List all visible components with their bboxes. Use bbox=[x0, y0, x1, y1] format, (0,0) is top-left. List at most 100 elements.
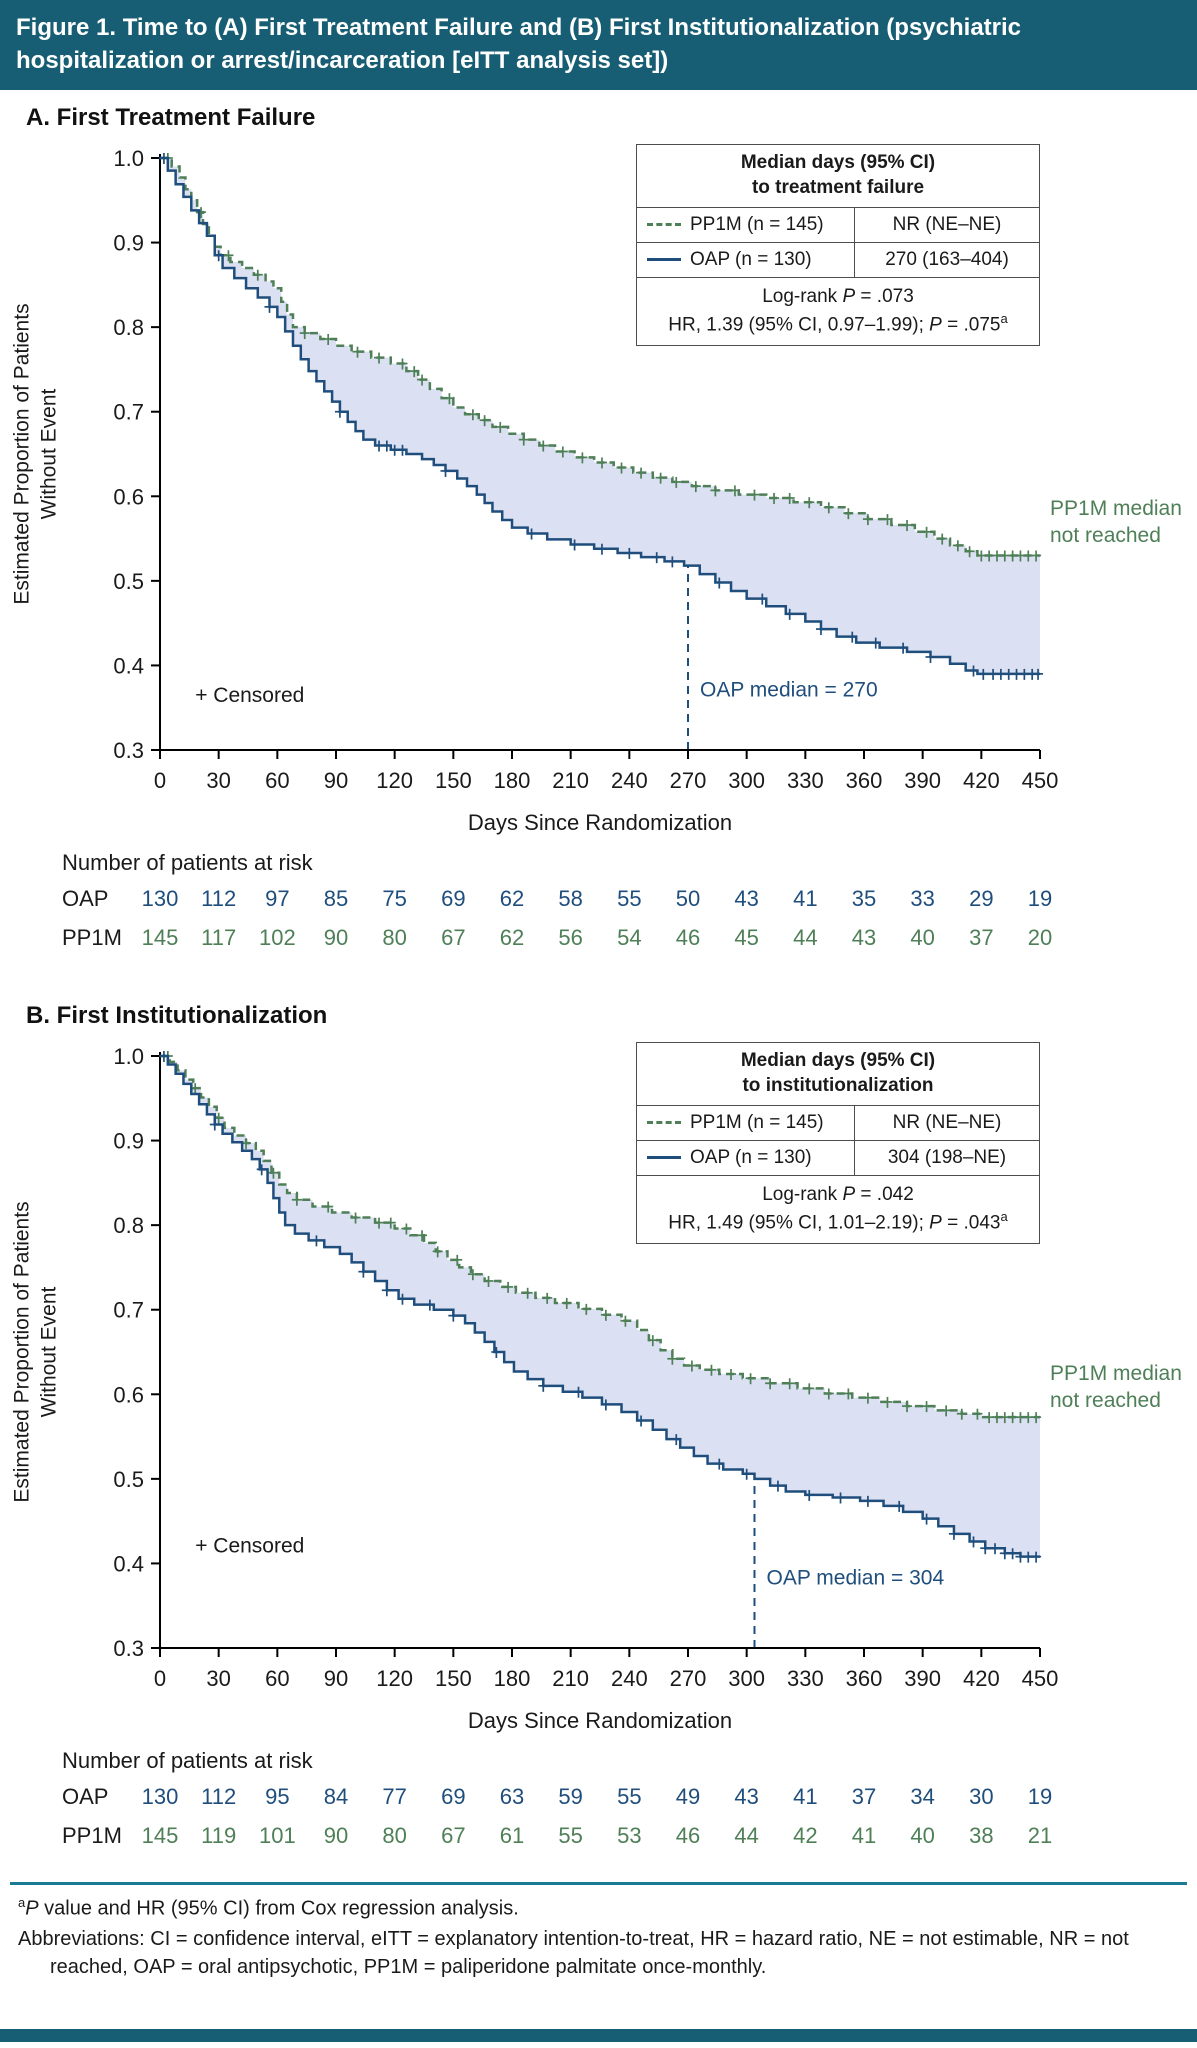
risk-count: 90 bbox=[323, 925, 349, 951]
risk-count: 54 bbox=[617, 925, 642, 951]
risk-count: 130 bbox=[141, 1784, 179, 1810]
risk-count: 43 bbox=[734, 886, 759, 912]
risk-count: 38 bbox=[969, 1823, 994, 1849]
x-axis-title-a: Days Since Randomization bbox=[467, 810, 733, 836]
y-tick-label: 0.6 bbox=[113, 1383, 144, 1408]
risk-table-title: Number of patients at risk bbox=[62, 850, 313, 876]
footnote-marker: a bbox=[18, 1895, 26, 1911]
oap-legend-label: OAP (n = 130) bbox=[690, 1146, 812, 1168]
x-axis-title-b: Days Since Randomization bbox=[467, 1708, 733, 1734]
panel-b: B. First Institutionalization 1.0 0.9 0.8 0… bbox=[0, 1002, 1197, 1866]
risk-count: 63 bbox=[499, 1784, 525, 1810]
oap-line-swatch bbox=[647, 258, 681, 262]
risk-count: 119 bbox=[201, 1823, 237, 1849]
panel-a: A. First Treatment Failure 1.0 0.9 0.8 0.7 0… bbox=[0, 104, 1197, 968]
y-tick-label: 0.7 bbox=[113, 1298, 144, 1323]
pp1m-legend-label: PP1M (n = 145) bbox=[690, 213, 824, 235]
risk-count: 40 bbox=[910, 1823, 935, 1849]
oap-median-label: OAP median = 270 bbox=[700, 679, 878, 702]
x-tick-label: 330 bbox=[787, 768, 824, 793]
risk-row-pp1m: PP1M 145 117 102 90 80 67 62 56 54 46 45 44 43 40 37 20 bbox=[0, 925, 1197, 964]
abbreviations: Abbreviations: CI = confidence interval,… bbox=[18, 1927, 1129, 1978]
risk-count: 58 bbox=[558, 886, 583, 912]
risk-count: 53 bbox=[617, 1823, 642, 1849]
risk-count: 42 bbox=[793, 1823, 818, 1849]
panel-b-title: B. First Institutionalization bbox=[26, 1002, 328, 1030]
risk-count: 37 bbox=[851, 1784, 877, 1810]
footnote-divider bbox=[10, 1882, 1187, 1886]
x-tick-label: 390 bbox=[904, 1666, 941, 1691]
risk-count: 43 bbox=[851, 925, 877, 951]
risk-count: 97 bbox=[265, 886, 290, 912]
x-tick-label: 450 bbox=[1022, 768, 1059, 793]
x-tick-label: 450 bbox=[1022, 1666, 1059, 1691]
risk-count: 29 bbox=[969, 886, 994, 912]
pp1m-median-annotation: PP1M median not reached bbox=[1050, 1362, 1182, 1412]
x-tick-label: 270 bbox=[670, 768, 707, 793]
pp1m-median-value: NR (NE–NE) bbox=[892, 213, 1002, 235]
risk-row-pp1m: PP1M 145 119 101 90 80 67 61 55 53 46 44 42 41 40 38 21 bbox=[0, 1823, 1197, 1862]
y-tick-label: 0.8 bbox=[113, 315, 144, 340]
risk-count: 44 bbox=[734, 1823, 759, 1849]
y-axis-title-line1: Estimated Proportion of Patients bbox=[10, 1201, 34, 1503]
risk-count: 41 bbox=[793, 1784, 818, 1810]
x-tick-label: 90 bbox=[324, 768, 348, 793]
risk-count: 49 bbox=[675, 1784, 701, 1810]
risk-count: 46 bbox=[675, 925, 701, 951]
risk-count: 20 bbox=[1027, 925, 1053, 951]
x-tick-label: 330 bbox=[787, 1666, 824, 1691]
stats-header-line1: Median days (95% CI) bbox=[740, 152, 936, 174]
pp1m-median-annotation: PP1M median not reached bbox=[1050, 497, 1182, 547]
y-tick-label: 0.6 bbox=[113, 485, 144, 510]
risk-count: 130 bbox=[141, 886, 179, 912]
p-italic: P bbox=[842, 285, 856, 307]
risk-count: 112 bbox=[201, 1784, 237, 1810]
x-tick-label: 300 bbox=[728, 768, 765, 793]
between-curve-shading bbox=[160, 158, 1040, 675]
y-tick-label: 0.9 bbox=[113, 1129, 144, 1154]
pp1m-legend-label: PP1M (n = 145) bbox=[690, 1111, 824, 1133]
risk-count: 77 bbox=[382, 1784, 407, 1810]
x-tick-label: 420 bbox=[963, 1666, 1000, 1691]
x-tick-label: 180 bbox=[494, 768, 531, 793]
x-tick-label: 210 bbox=[552, 1666, 589, 1691]
oap-median-label: OAP median = 304 bbox=[766, 1567, 944, 1590]
y-axis-title-b: Estimated Proportion of Patients Without… bbox=[9, 1202, 64, 1503]
risk-count: 56 bbox=[558, 925, 583, 951]
y-tick-label: 0.3 bbox=[113, 1636, 144, 1661]
stats-header-line2: to treatment failure bbox=[751, 176, 925, 198]
hr-line: HR, 1.39 (95% CI, 0.97–1.99); P = .075a bbox=[668, 311, 1008, 336]
risk-row-label: OAP bbox=[62, 1784, 109, 1810]
pp1m-line-swatch bbox=[647, 1121, 681, 1125]
y-tick-label: 0.4 bbox=[113, 1552, 144, 1577]
x-tick-label: 120 bbox=[376, 1666, 413, 1691]
legend-row-oap: OAP (n = 130) 304 (198–NE) bbox=[637, 1140, 1039, 1176]
risk-count: 45 bbox=[734, 925, 759, 951]
risk-table-title: Number of patients at risk bbox=[62, 1748, 313, 1774]
x-tick-label: 240 bbox=[611, 1666, 648, 1691]
y-tick-label: 0.5 bbox=[113, 1467, 144, 1492]
y-axis-title-a: Estimated Proportion of Patients Without… bbox=[9, 304, 64, 605]
risk-count: 40 bbox=[910, 925, 935, 951]
figure-title-banner: Figure 1. Time to (A) First Treatment Fa… bbox=[0, 0, 1197, 91]
oap-median-value: 270 (163–404) bbox=[885, 248, 1009, 270]
x-tick-label: 360 bbox=[846, 1666, 883, 1691]
risk-count: 21 bbox=[1027, 1823, 1053, 1849]
km-plot-a: 1.0 0.9 0.8 0.7 0.6 0.5 0.4 0.3 0 30 60 90 120 150 180… bbox=[113, 146, 1182, 793]
oap-median-value: 304 (198–NE) bbox=[887, 1146, 1007, 1168]
y-tick-label: 0.3 bbox=[113, 738, 144, 763]
risk-count: 102 bbox=[258, 925, 296, 951]
risk-count: 101 bbox=[258, 1823, 296, 1849]
x-tick-label: 30 bbox=[206, 768, 230, 793]
risk-count: 112 bbox=[201, 886, 237, 912]
risk-count: 35 bbox=[851, 886, 877, 912]
footnote-marker: a bbox=[1000, 311, 1008, 327]
median-stats-box-b: Median days (95% CI) to institutionaliza… bbox=[636, 1042, 1040, 1245]
risk-count: 55 bbox=[558, 1823, 583, 1849]
km-plot-b: 1.0 0.9 0.8 0.7 0.6 0.5 0.4 0.3 0 30 60 90 120 150 180… bbox=[113, 1044, 1182, 1691]
risk-count: 117 bbox=[201, 925, 237, 951]
legend-row-oap: OAP (n = 130) 270 (163–404) bbox=[637, 242, 1039, 278]
risk-count: 90 bbox=[323, 1823, 349, 1849]
stats-header-line2: to institutionalization bbox=[742, 1074, 934, 1096]
oap-line-swatch bbox=[647, 1156, 681, 1160]
